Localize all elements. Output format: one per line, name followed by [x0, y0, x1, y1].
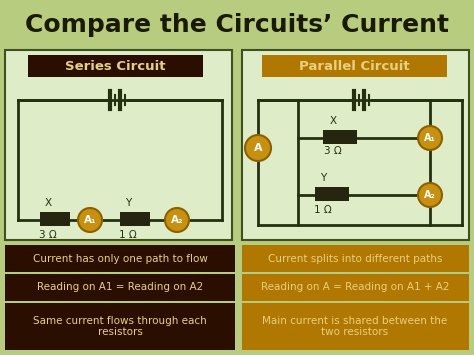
Text: Reading on A1 = Reading on A2: Reading on A1 = Reading on A2: [37, 283, 203, 293]
Text: A₂: A₂: [171, 215, 183, 225]
FancyBboxPatch shape: [5, 274, 235, 301]
FancyBboxPatch shape: [5, 303, 235, 350]
FancyBboxPatch shape: [242, 245, 469, 272]
Text: Same current flows through each
resistors: Same current flows through each resistor…: [33, 316, 207, 337]
Circle shape: [418, 183, 442, 207]
Text: 1 Ω: 1 Ω: [119, 230, 137, 240]
Circle shape: [245, 135, 271, 161]
FancyBboxPatch shape: [5, 50, 232, 240]
FancyBboxPatch shape: [28, 55, 203, 77]
Text: Y: Y: [320, 173, 326, 183]
Bar: [120, 212, 150, 226]
Text: X: X: [45, 198, 52, 208]
Circle shape: [418, 126, 442, 150]
Text: Main current is shared between the
two resistors: Main current is shared between the two r…: [263, 316, 447, 337]
Text: Series Circuit: Series Circuit: [65, 60, 166, 72]
Text: Current splits into different paths: Current splits into different paths: [268, 253, 442, 263]
FancyBboxPatch shape: [262, 55, 447, 77]
Text: Reading on A = Reading on A1 + A2: Reading on A = Reading on A1 + A2: [261, 283, 449, 293]
Text: 3 Ω: 3 Ω: [324, 146, 342, 156]
Text: Y: Y: [125, 198, 131, 208]
FancyBboxPatch shape: [242, 50, 469, 240]
Text: Compare the Circuits’ Current: Compare the Circuits’ Current: [25, 13, 449, 37]
Bar: [315, 187, 349, 201]
FancyBboxPatch shape: [242, 303, 469, 350]
Text: A₂: A₂: [424, 190, 436, 200]
Text: A₁: A₁: [424, 133, 436, 143]
Text: 1 Ω: 1 Ω: [314, 205, 332, 215]
Text: 3 Ω: 3 Ω: [39, 230, 57, 240]
FancyBboxPatch shape: [242, 274, 469, 301]
FancyBboxPatch shape: [5, 245, 235, 272]
Bar: [323, 130, 357, 144]
Circle shape: [78, 208, 102, 232]
Text: A: A: [254, 143, 262, 153]
Text: Current has only one path to flow: Current has only one path to flow: [33, 253, 208, 263]
Text: A₁: A₁: [84, 215, 96, 225]
Text: X: X: [329, 116, 337, 126]
Text: Parallel Circuit: Parallel Circuit: [299, 60, 410, 72]
Bar: [40, 212, 70, 226]
Circle shape: [165, 208, 189, 232]
